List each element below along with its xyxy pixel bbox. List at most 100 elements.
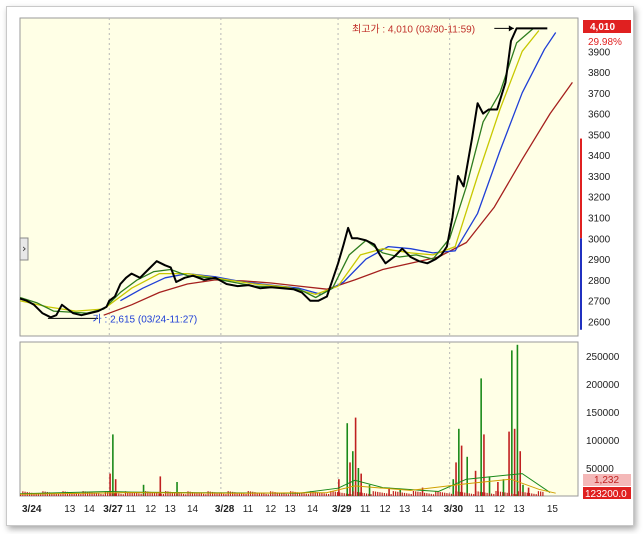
volume-bar <box>381 492 383 496</box>
volume-bar <box>60 494 62 496</box>
volume-bar <box>477 491 479 496</box>
price-tick-label: 2800 <box>588 276 611 287</box>
volume-bar <box>100 493 102 496</box>
volume-bar <box>379 492 381 496</box>
volume-bar <box>448 493 450 496</box>
volume-bar <box>185 494 187 496</box>
volume-bar <box>349 462 351 496</box>
x-tick-label: 14 <box>187 504 199 515</box>
volume-bar <box>200 493 202 496</box>
volume-bar <box>415 491 417 496</box>
volume-bar <box>75 493 77 496</box>
volume-bar <box>287 494 290 496</box>
volume-bar <box>218 493 220 496</box>
volume-panel <box>19 341 579 497</box>
volume-bar <box>432 494 435 496</box>
volume-bar <box>149 491 151 496</box>
volume-bar <box>214 492 216 496</box>
volume-bar <box>421 492 423 496</box>
x-tick-label: 11 <box>243 504 254 515</box>
volume-bar <box>20 494 22 496</box>
volume-bar <box>403 492 406 496</box>
volume-bar <box>278 492 281 496</box>
volume-bar <box>129 491 131 496</box>
volume-bar <box>453 494 455 496</box>
x-tick-label: 12 <box>379 504 391 515</box>
price-tick-label: 3200 <box>588 193 611 204</box>
x-tick-label: 3/28 <box>215 504 235 515</box>
volume-bar <box>122 494 124 496</box>
volume-bar <box>176 492 178 496</box>
volume-bar <box>444 492 446 496</box>
volume-bar <box>372 491 374 496</box>
volume-bar <box>540 491 542 496</box>
volume-bar <box>274 492 276 496</box>
volume-tick-label: 150000 <box>586 408 620 419</box>
x-tick-label: 3/24 <box>22 504 42 515</box>
volume-bar <box>71 492 73 496</box>
x-tick-label: 15 <box>547 504 559 515</box>
volume-bar <box>450 493 452 496</box>
volume-bar <box>160 493 162 496</box>
volume-bar <box>80 494 82 496</box>
volume-bar <box>319 492 321 496</box>
volume-bar <box>452 479 455 496</box>
price-tick-label: 2900 <box>588 255 611 266</box>
volume-bar <box>408 493 410 496</box>
volume-bar <box>107 491 109 496</box>
volume-bar <box>388 493 390 496</box>
x-tick-label: 14 <box>84 504 96 515</box>
volume-bar <box>468 493 470 496</box>
volume-bar <box>535 494 537 496</box>
volume-bar <box>120 493 122 496</box>
volume-bar <box>479 491 481 496</box>
x-tick-label: 14 <box>421 504 433 515</box>
volume-bar <box>114 479 117 496</box>
volume-bar <box>178 493 180 496</box>
volume-bar <box>542 491 544 496</box>
volume-bar <box>388 487 390 496</box>
volume-bar <box>332 491 334 496</box>
volume-bar <box>480 378 482 496</box>
volume-bar <box>511 350 513 496</box>
volume-bar <box>537 491 540 496</box>
x-tick-label: 12 <box>145 504 157 515</box>
volume-bar <box>435 491 437 496</box>
volume-bar <box>412 490 415 496</box>
volume-tick-label: 250000 <box>586 352 620 363</box>
volume-bar <box>209 491 211 496</box>
volume-bar <box>272 491 274 496</box>
volume-bar <box>482 492 484 496</box>
volume-bar <box>357 468 360 496</box>
volume-bar <box>98 493 100 496</box>
volume-bar <box>474 470 477 496</box>
x-tick-label: 13 <box>64 504 76 515</box>
volume-bar <box>171 492 173 496</box>
volume-bar <box>109 492 111 496</box>
volume-bar <box>55 493 57 496</box>
volume-bar <box>483 434 485 496</box>
volume-bar <box>303 493 305 496</box>
volume-bar <box>354 417 357 496</box>
price-tick-label: 3800 <box>588 68 611 79</box>
volume-bar <box>258 492 261 496</box>
volume-bar <box>430 493 432 496</box>
price-tick-label: 3900 <box>588 47 611 58</box>
high-arrowhead <box>508 25 514 32</box>
volume-bar <box>191 492 194 496</box>
volume-bar <box>261 493 263 496</box>
volume-bar <box>475 491 477 496</box>
volume-bar <box>459 491 461 496</box>
volume-bar <box>225 494 227 496</box>
volume-tick-label: 50000 <box>586 464 614 475</box>
volume-bar <box>312 491 314 496</box>
volume-bar <box>522 484 524 496</box>
volume-bar <box>53 493 55 496</box>
volume-bar <box>352 491 354 496</box>
volume-bar <box>281 493 283 496</box>
volume-bar <box>299 492 301 496</box>
price-panel <box>19 17 579 337</box>
price-badge-text: 4,010 <box>590 22 615 33</box>
expand-tab[interactable] <box>19 237 29 261</box>
